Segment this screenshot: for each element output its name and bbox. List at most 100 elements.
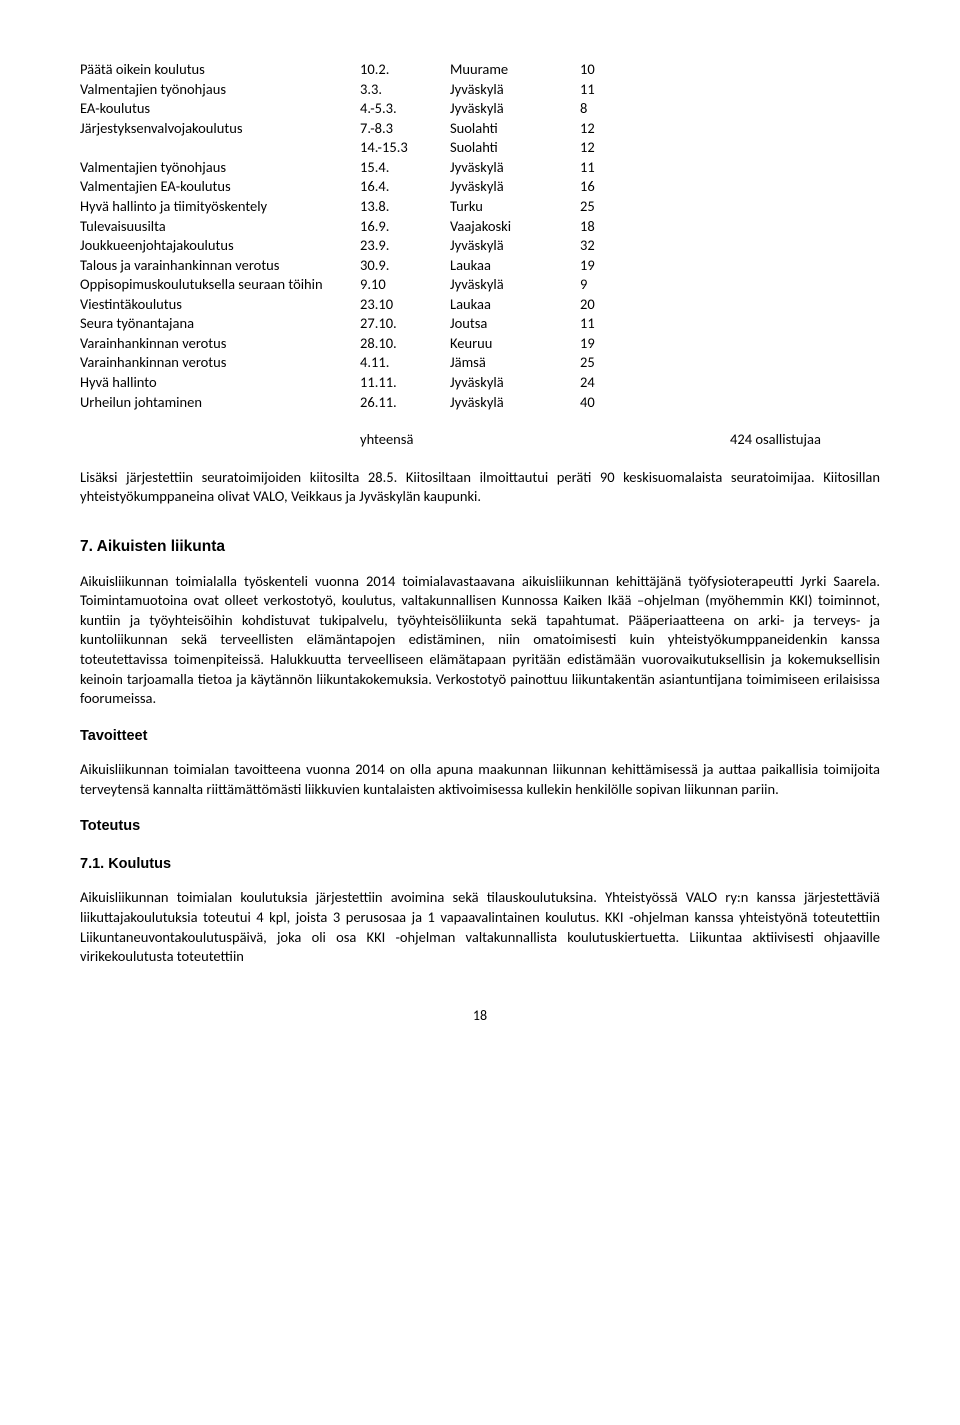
table-row: Järjestyksenvalvojakoulutus7.-8.3Suolaht… xyxy=(80,119,880,139)
training-name: Urheilun johtaminen xyxy=(80,393,360,413)
table-row: Valmentajien työnohjaus15.4.Jyväskylä11 xyxy=(80,158,880,178)
training-count: 9 xyxy=(580,275,610,295)
training-date: 7.-8.3 xyxy=(360,119,450,139)
table-row: Seura työnantajana27.10.Joutsa11 xyxy=(80,314,880,334)
training-count: 8 xyxy=(580,99,610,119)
training-date: 26.11. xyxy=(360,393,450,413)
training-place: Jyväskylä xyxy=(450,177,580,197)
training-place: Jyväskylä xyxy=(450,373,580,393)
training-date: 9.10 xyxy=(360,275,450,295)
training-date: 15.4. xyxy=(360,158,450,178)
training-place: Jyväskylä xyxy=(450,275,580,295)
training-name: Talous ja varainhankinnan verotus xyxy=(80,256,360,276)
training-date: 23.10 xyxy=(360,295,450,315)
training-date: 4.-5.3. xyxy=(360,99,450,119)
table-row: Varainhankinnan verotus28.10.Keuruu19 xyxy=(80,334,880,354)
training-name: Seura työnantajana xyxy=(80,314,360,334)
page-number: 18 xyxy=(80,1007,880,1026)
paragraph-kiitosilta: Lisäksi järjestettiin seuratoimijoiden k… xyxy=(80,468,880,507)
training-count: 11 xyxy=(580,158,610,178)
training-count: 12 xyxy=(580,119,610,139)
training-place: Vaajakoski xyxy=(450,217,580,237)
training-count: 25 xyxy=(580,197,610,217)
training-name: Hyvä hallinto xyxy=(80,373,360,393)
training-place: Laukaa xyxy=(450,256,580,276)
training-name: Valmentajien EA-koulutus xyxy=(80,177,360,197)
training-count: 20 xyxy=(580,295,610,315)
table-row: Valmentajien EA-koulutus16.4.Jyväskylä16 xyxy=(80,177,880,197)
training-place: Jyväskylä xyxy=(450,80,580,100)
training-name: Varainhankinnan verotus xyxy=(80,334,360,354)
training-place: Jyväskylä xyxy=(450,393,580,413)
training-date: 3.3. xyxy=(360,80,450,100)
training-name: Oppisopimuskoulutuksella seuraan töihin xyxy=(80,275,360,295)
training-date: 10.2. xyxy=(360,60,450,80)
training-place: Laukaa xyxy=(450,295,580,315)
training-count: 11 xyxy=(580,314,610,334)
training-name: Hyvä hallinto ja tiimityöskentely xyxy=(80,197,360,217)
training-count: 16 xyxy=(580,177,610,197)
heading-toteutus: Toteutus xyxy=(80,817,880,837)
table-row: Joukkueenjohtajakoulutus23.9.Jyväskylä32 xyxy=(80,236,880,256)
training-date: 30.9. xyxy=(360,256,450,276)
table-row: Viestintäkoulutus23.10Laukaa20 xyxy=(80,295,880,315)
training-date: 27.10. xyxy=(360,314,450,334)
paragraph-intro: Aikuisliikunnan toimialalla työskenteli … xyxy=(80,572,880,709)
training-count: 19 xyxy=(580,334,610,354)
heading-koulutus: 7.1. Koulutus xyxy=(80,855,880,875)
training-place: Turku xyxy=(450,197,580,217)
training-place: Jyväskylä xyxy=(450,99,580,119)
training-name: EA-koulutus xyxy=(80,99,360,119)
summary-row: yhteensä 424 osallistujaa xyxy=(80,430,880,450)
training-name: Joukkueenjohtajakoulutus xyxy=(80,236,360,256)
training-name: Varainhankinnan verotus xyxy=(80,353,360,373)
training-name: Tulevaisuusilta xyxy=(80,217,360,237)
training-date: 16.9. xyxy=(360,217,450,237)
table-row: Hyvä hallinto ja tiimityöskentely13.8.Tu… xyxy=(80,197,880,217)
table-row: Tulevaisuusilta16.9.Vaajakoski18 xyxy=(80,217,880,237)
training-place: Suolahti xyxy=(450,138,580,158)
training-name xyxy=(80,138,360,158)
table-row: Hyvä hallinto11.11.Jyväskylä24 xyxy=(80,373,880,393)
training-count: 18 xyxy=(580,217,610,237)
table-row: Valmentajien työnohjaus3.3.Jyväskylä11 xyxy=(80,80,880,100)
training-name: Järjestyksenvalvojakoulutus xyxy=(80,119,360,139)
training-count: 10 xyxy=(580,60,610,80)
training-date: 28.10. xyxy=(360,334,450,354)
summary-label: yhteensä xyxy=(80,430,730,450)
heading-tavoitteet: Tavoitteet xyxy=(80,727,880,747)
training-place: Muurame xyxy=(450,60,580,80)
training-name: Viestintäkoulutus xyxy=(80,295,360,315)
table-row: Urheilun johtaminen26.11.Jyväskylä40 xyxy=(80,393,880,413)
training-name: Valmentajien työnohjaus xyxy=(80,158,360,178)
training-count: 24 xyxy=(580,373,610,393)
training-count: 12 xyxy=(580,138,610,158)
training-date: 13.8. xyxy=(360,197,450,217)
training-count: 11 xyxy=(580,80,610,100)
paragraph-koulutus: Aikuisliikunnan toimialan koulutuksia jä… xyxy=(80,888,880,966)
table-row: Päätä oikein koulutus10.2.Muurame10 xyxy=(80,60,880,80)
training-count: 40 xyxy=(580,393,610,413)
table-row: EA-koulutus4.-5.3.Jyväskylä8 xyxy=(80,99,880,119)
training-count: 32 xyxy=(580,236,610,256)
training-date: 4.11. xyxy=(360,353,450,373)
training-name: Päätä oikein koulutus xyxy=(80,60,360,80)
training-place: Keuruu xyxy=(450,334,580,354)
training-place: Jämsä xyxy=(450,353,580,373)
training-date: 14.-15.3 xyxy=(360,138,450,158)
table-row: Oppisopimuskoulutuksella seuraan töihin9… xyxy=(80,275,880,295)
summary-value: 424 osallistujaa xyxy=(730,430,821,450)
training-name: Valmentajien työnohjaus xyxy=(80,80,360,100)
table-row: Varainhankinnan verotus4.11.Jämsä25 xyxy=(80,353,880,373)
training-date: 23.9. xyxy=(360,236,450,256)
table-row: 14.-15.3Suolahti12 xyxy=(80,138,880,158)
training-date: 16.4. xyxy=(360,177,450,197)
training-place: Jyväskylä xyxy=(450,158,580,178)
training-date: 11.11. xyxy=(360,373,450,393)
heading-aikuisten-liikunta: 7. Aikuisten liikunta xyxy=(80,537,880,558)
training-table: Päätä oikein koulutus10.2.Muurame10 Valm… xyxy=(80,60,880,412)
paragraph-tavoitteet: Aikuisliikunnan toimialan tavoitteena vu… xyxy=(80,760,880,799)
training-count: 25 xyxy=(580,353,610,373)
training-count: 19 xyxy=(580,256,610,276)
training-place: Joutsa xyxy=(450,314,580,334)
